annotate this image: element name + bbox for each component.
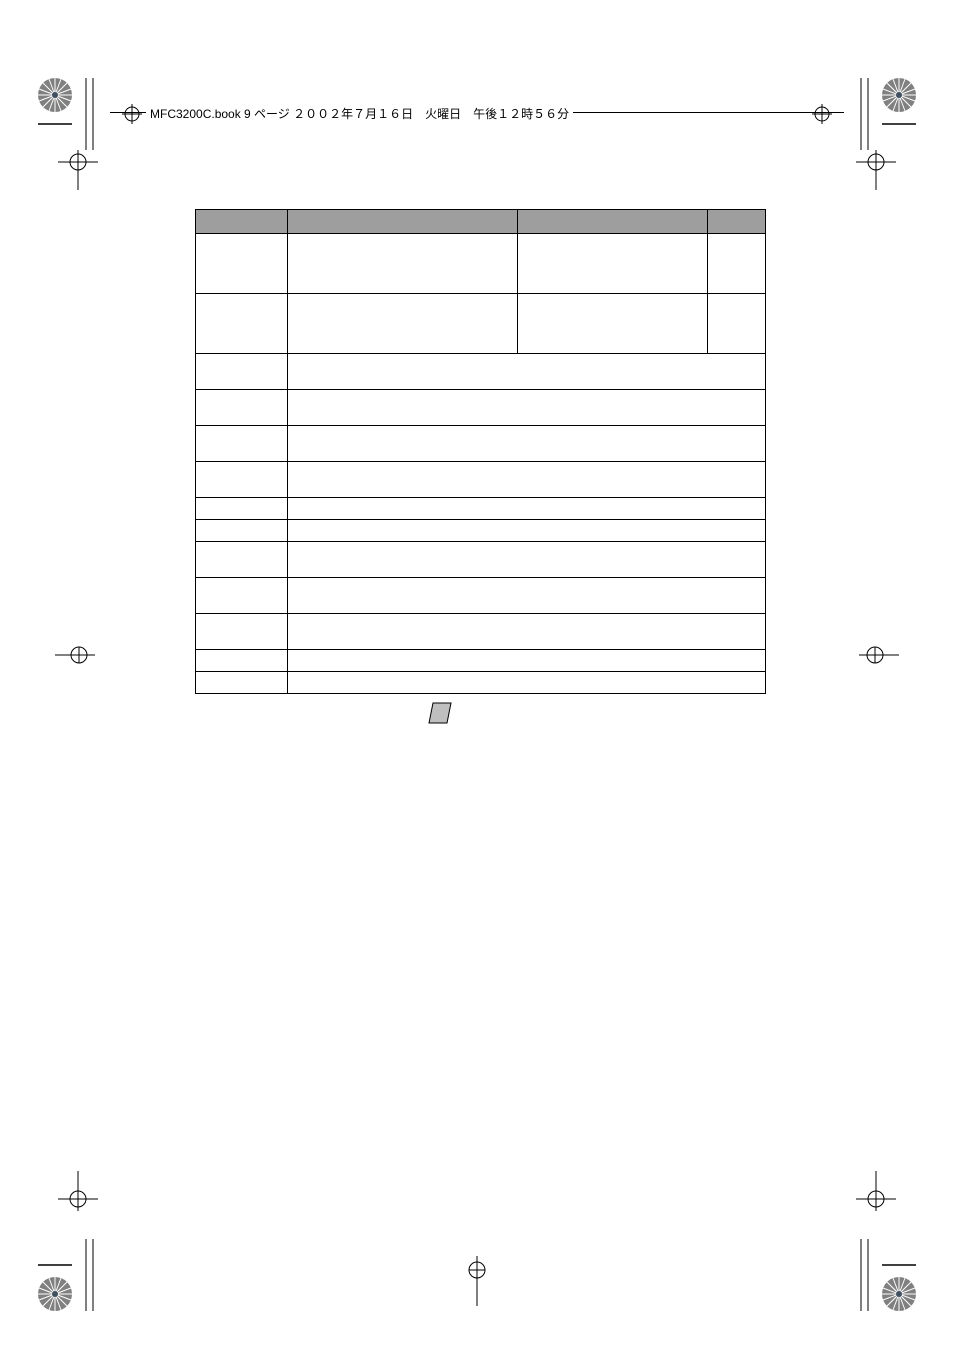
table-row [196,614,766,650]
registration-mark-right [859,640,899,675]
table-row [196,390,766,426]
registration-mark-bl [58,1151,98,1216]
page-header: MFC3200C.book 9 ページ ２００２年７月１６日 火曜日 午後１２時… [110,110,844,138]
table-row [196,672,766,694]
table-row [196,294,766,354]
spec-table [195,209,766,694]
note-icon [427,700,453,726]
spec-table-container [195,209,765,694]
table-row [196,462,766,498]
table-row [196,234,766,294]
registration-mark-tr [856,150,896,215]
corner-ornament-br [846,1239,916,1311]
table-row [196,542,766,578]
table-row [196,520,766,542]
table-row [196,426,766,462]
table-row [196,578,766,614]
registration-mark-header-right [812,104,832,124]
registration-mark-left [55,640,95,675]
corner-ornament-tl [38,78,108,150]
registration-mark-header-left [122,104,142,124]
table-row [196,498,766,520]
header-filename: MFC3200C.book 9 ページ ２００２年７月１６日 火曜日 午後１２時… [146,105,573,122]
registration-mark-bottom [462,1256,492,1311]
table-row [196,354,766,390]
registration-mark-tl [58,150,98,215]
table-header-cell [288,210,518,234]
corner-ornament-tr [846,78,916,150]
table-header-row [196,210,766,234]
table-header-cell [708,210,766,234]
table-row [196,650,766,672]
registration-mark-br [856,1151,896,1216]
table-header-cell [518,210,708,234]
table-header-cell [196,210,288,234]
corner-ornament-bl [38,1239,108,1311]
